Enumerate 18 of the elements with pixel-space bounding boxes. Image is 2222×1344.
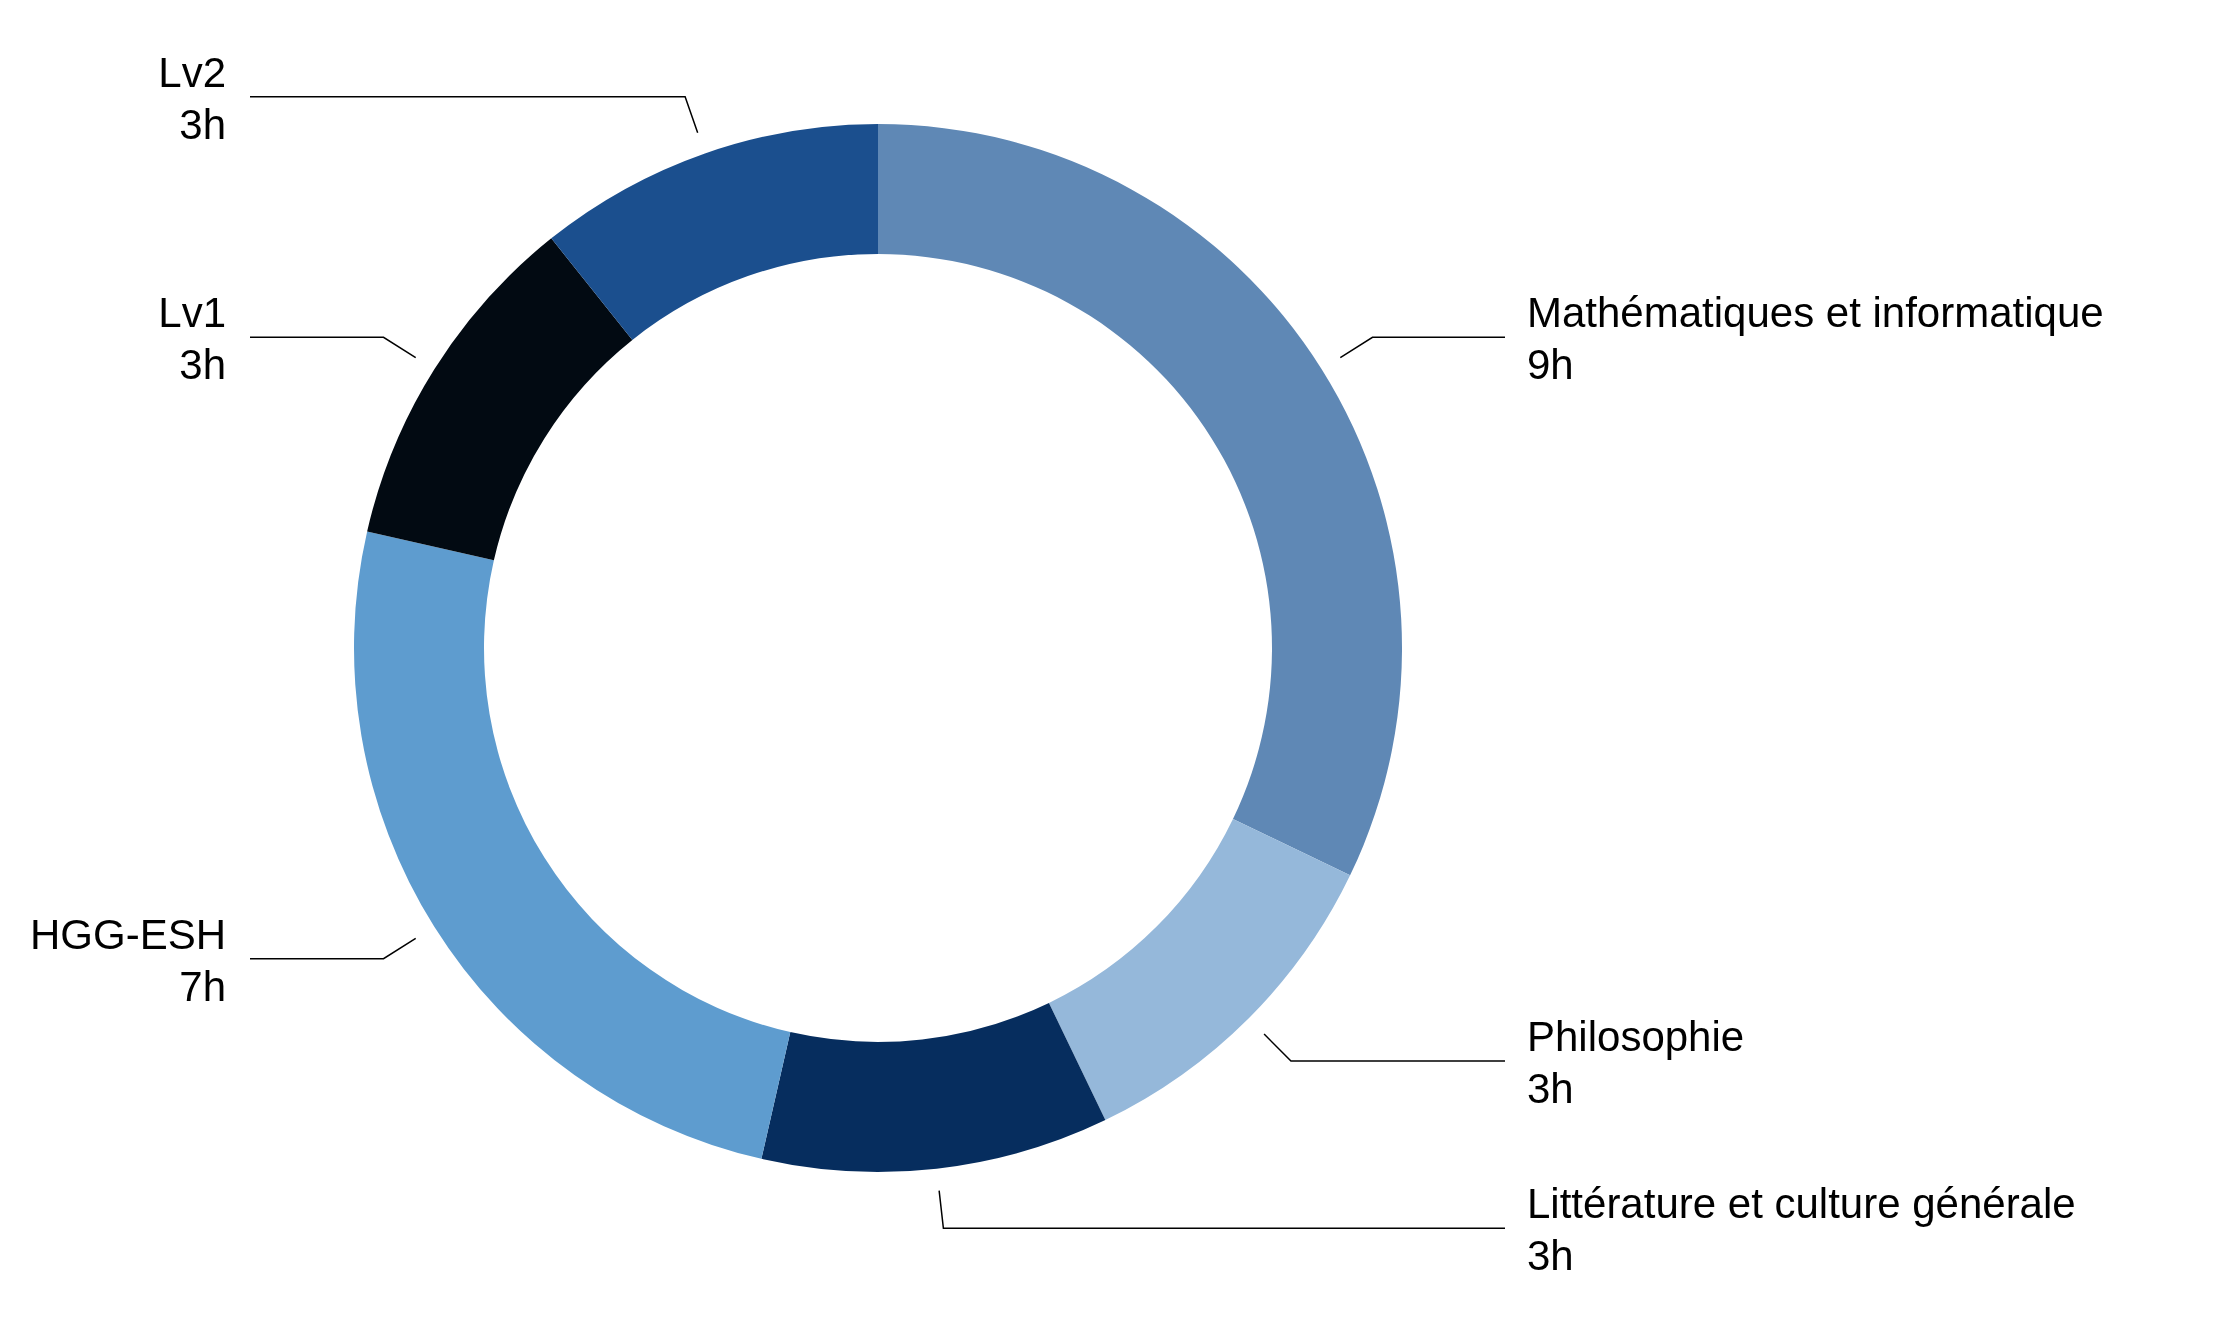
slice-label: Philosophie — [1527, 1012, 1745, 1060]
slice-label: Mathématiques et informatique — [1527, 289, 2104, 337]
data-label: 3h — [1527, 1064, 1574, 1112]
donut-slice — [354, 531, 791, 1159]
data-label: 7h — [179, 962, 226, 1010]
donut-slice — [761, 1002, 1106, 1172]
slice-label: HGG-ESH — [29, 910, 226, 958]
data-label: 3h — [1527, 1232, 1574, 1280]
slice-label: Lv1 — [158, 289, 226, 337]
slice-label: Lv2 — [158, 48, 226, 96]
slice-label: Littérature et culture générale — [1527, 1180, 2076, 1228]
data-label: 3h — [179, 100, 226, 148]
donut-slice — [878, 124, 1402, 876]
donut-slice — [1048, 818, 1351, 1121]
donut-slice — [551, 124, 878, 340]
data-label: 3h — [179, 341, 226, 389]
donut-slice — [367, 238, 633, 561]
data-label: 9h — [1527, 341, 1574, 389]
